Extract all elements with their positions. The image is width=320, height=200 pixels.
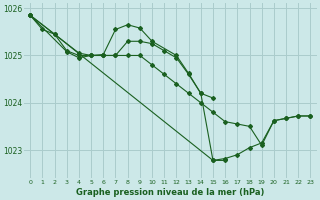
X-axis label: Graphe pression niveau de la mer (hPa): Graphe pression niveau de la mer (hPa): [76, 188, 265, 197]
